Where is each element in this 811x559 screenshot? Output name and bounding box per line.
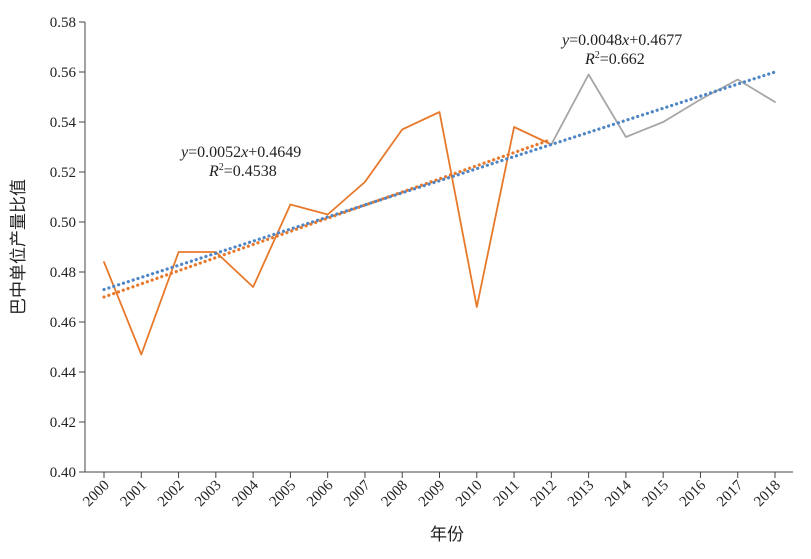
x-tick-label: 2006 — [304, 477, 337, 510]
trend-a-equation: y=0.0052x+0.4649 — [179, 144, 301, 161]
trend-a-eq-tail: +0.4649 — [248, 144, 301, 161]
x-tick-label: 2017 — [714, 477, 747, 510]
y-tick-label: 0.44 — [50, 365, 77, 381]
trend-a-r2-var: R — [208, 163, 219, 180]
trend-b-eq-var: y — [560, 32, 570, 49]
y-tick-label: 0.48 — [50, 265, 76, 281]
x-axis-ticks: 2000 2001 2002 2003 2004 2005 2006 2007 2008 2009… — [80, 472, 784, 510]
y-tick-label: 0.46 — [50, 315, 77, 331]
x-tick-label: 2015 — [639, 478, 672, 511]
x-tick-label: 2014 — [602, 477, 635, 510]
trend-b-r2: R2=0.662 — [584, 50, 645, 68]
x-axis-title: 年份 — [430, 525, 464, 544]
y-tick-label: 0.56 — [50, 65, 77, 81]
y-tick-label: 0.52 — [50, 165, 76, 181]
x-tick-label: 2004 — [229, 477, 262, 510]
trend-b-r2-val: =0.662 — [600, 51, 645, 68]
x-tick-label: 2012 — [528, 478, 561, 511]
series-line-1 — [550, 73, 776, 146]
y-axis-ticks: 0.40 0.42 0.44 0.46 0.48 0.50 0.52 0.54 0.56 0.58 — [50, 15, 85, 481]
y-tick-label: 0.42 — [50, 415, 76, 431]
x-tick-label: 2008 — [379, 478, 412, 511]
x-tick-label: 2009 — [416, 478, 449, 511]
trend-a-eq-mid: =0.0052 — [188, 144, 241, 161]
x-tick-label: 2018 — [751, 478, 784, 511]
x-tick-label: 2005 — [267, 478, 300, 511]
trend-b-eq-tail: +0.4677 — [629, 32, 682, 49]
y-tick-label: 0.40 — [50, 465, 76, 481]
x-tick-label: 2000 — [80, 478, 113, 511]
trend-b-r2-var: R — [584, 51, 595, 68]
trend-a-r2: R2=0.4538 — [208, 162, 277, 180]
x-tick-label: 2013 — [565, 478, 598, 511]
y-tick-label: 0.50 — [50, 215, 76, 231]
trend-b-r2-sup: 2 — [595, 50, 600, 61]
series-line-0 — [103, 111, 553, 356]
series-layer — [102, 70, 777, 356]
trend-a-r2-val: =0.4538 — [224, 163, 277, 180]
y-tick-label: 0.58 — [50, 15, 76, 31]
x-tick-label: 2010 — [453, 478, 486, 511]
trend-a-eq-x: x — [240, 144, 248, 161]
x-tick-label: 2002 — [155, 478, 188, 511]
y-tick-label: 0.54 — [50, 115, 77, 131]
trend-a-r2-sup: 2 — [219, 162, 224, 173]
trend-a-eq-var: y — [179, 144, 189, 161]
trendline-3 — [102, 70, 777, 292]
y-axis-title: 巴中单位产量比值 — [9, 179, 28, 315]
trend-b-eq-x: x — [621, 32, 629, 49]
x-tick-label: 2001 — [118, 478, 151, 511]
x-tick-label: 2011 — [491, 478, 523, 510]
x-tick-label: 2007 — [341, 477, 374, 510]
x-tick-label: 2016 — [677, 477, 710, 510]
trend-b-equation: y=0.0048x+0.4677 — [560, 32, 682, 49]
trend-b-eq-mid: =0.0048 — [569, 32, 622, 49]
x-tick-label: 2003 — [192, 478, 225, 511]
